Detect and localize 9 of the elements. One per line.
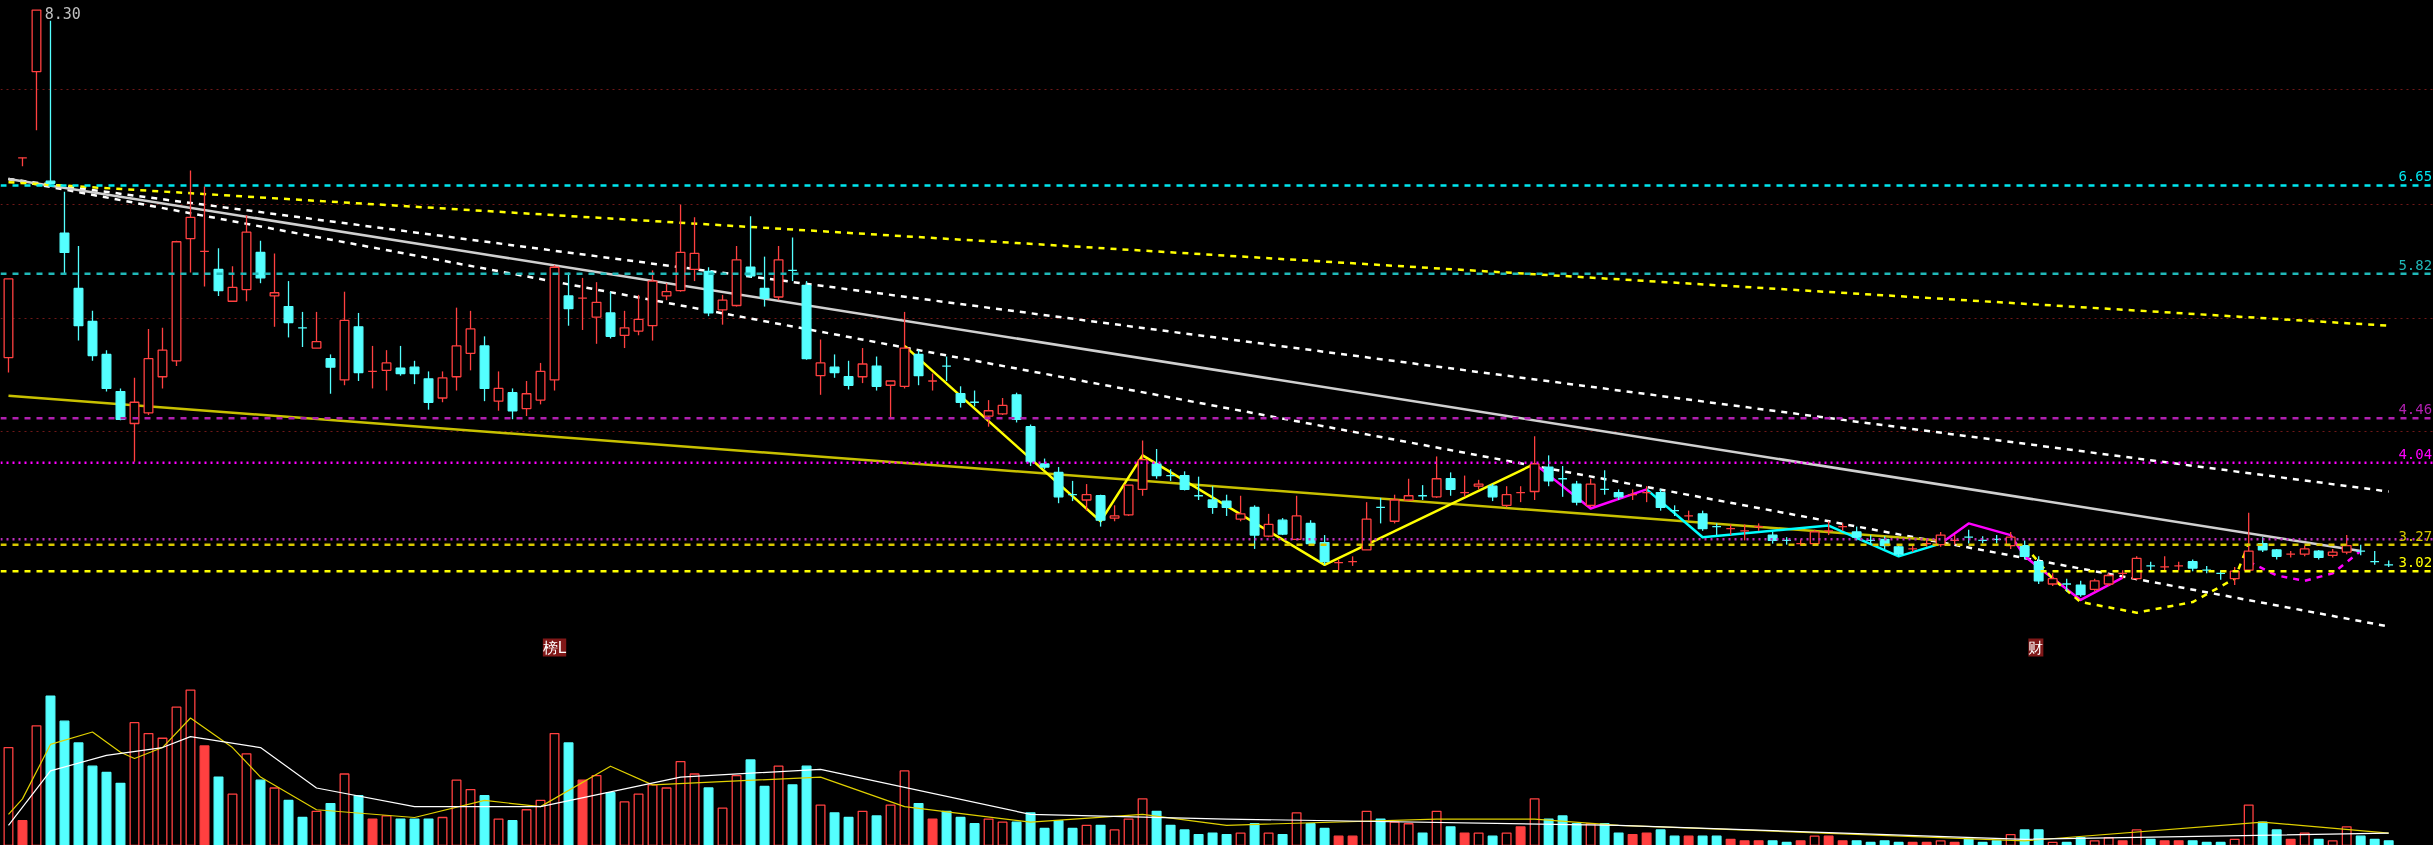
ref-line-label: 6.65 — [2398, 168, 2433, 185]
ref-line-label: 5.82 — [2398, 256, 2433, 273]
annotation: 财 — [2028, 638, 2044, 657]
ref-line-label: 3.02 — [2398, 554, 2433, 571]
annotation: 8.30 — [44, 4, 81, 23]
annotation: 榜L — [542, 638, 567, 657]
ref-line-label: 3.27 — [2398, 527, 2433, 544]
ref-line-label: 4.46 — [2398, 401, 2433, 418]
ref-line-label: 4.04 — [2398, 445, 2433, 462]
